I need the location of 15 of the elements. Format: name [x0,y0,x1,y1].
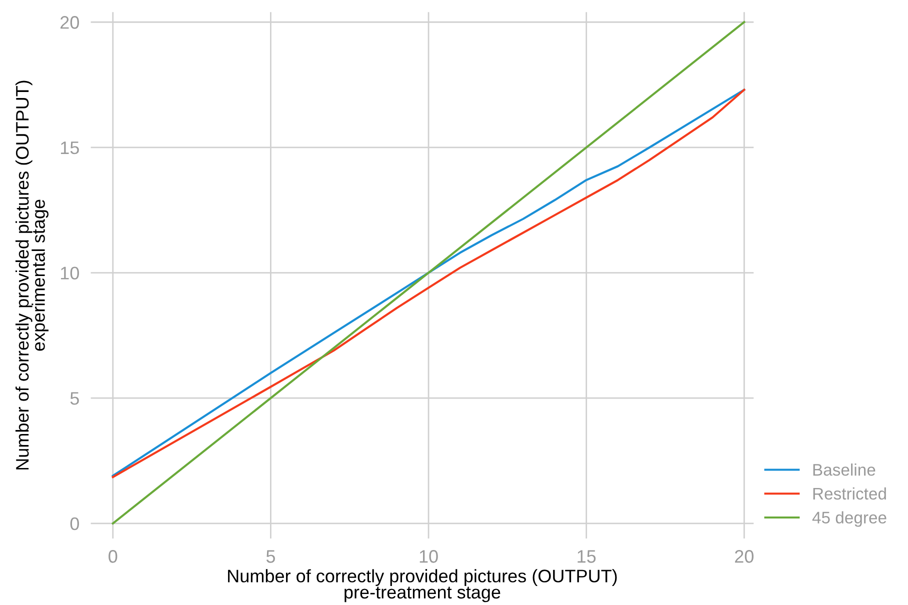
y-tick-label: 0 [70,517,79,530]
y-axis-title: Number of correctly provided pictures (OUTPUT) experimental stage [15,80,48,470]
x-tick-label: 20 [735,550,754,563]
y-tick-label: 10 [60,266,79,280]
x-tick-label: 15 [578,550,596,563]
legend-label: Baseline [813,464,876,476]
y-tick-label: 20 [60,16,79,29]
x-tick-label: 10 [420,550,438,563]
x-tick-label: 0 [108,550,118,563]
legend-label: 45 degree [812,511,886,527]
y-tick-label: 5 [70,392,79,405]
x-axis-title: Number of correctly provided pictures (OUTPUT) pre-treatment stage [228,569,617,602]
legend-label: Restricted [813,487,886,500]
y-tick-label: 15 [60,142,79,154]
x-tick-label: 5 [266,550,275,563]
